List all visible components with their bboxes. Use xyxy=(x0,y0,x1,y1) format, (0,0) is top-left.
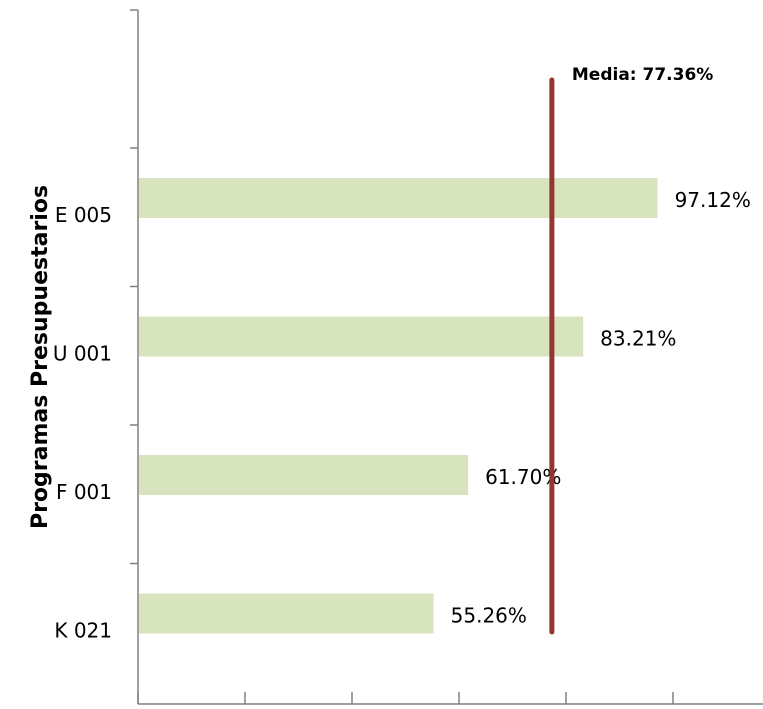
bar-k-021 xyxy=(139,593,434,634)
category-label: E 005 xyxy=(55,203,112,227)
category-label: F 001 xyxy=(56,480,112,504)
category-label: U 001 xyxy=(53,342,112,366)
bars xyxy=(139,178,658,634)
labels: E 005 97.12% U 001 83.21% F 001 61.70% K 021 55… xyxy=(53,65,751,643)
mean-label: Media: 77.36% xyxy=(572,65,713,85)
category-label: K 021 xyxy=(54,619,112,643)
bar-u-001 xyxy=(139,316,584,357)
y-axis-title: Programas Presupuestarios xyxy=(28,185,53,529)
bar-f-001 xyxy=(139,455,469,495)
axes xyxy=(130,9,763,705)
value-label: 61.70% xyxy=(485,465,561,489)
value-label: 97.12% xyxy=(675,188,751,212)
bar-e-005 xyxy=(139,178,658,218)
value-label: 55.26% xyxy=(451,604,527,628)
value-label: 83.21% xyxy=(600,327,676,351)
